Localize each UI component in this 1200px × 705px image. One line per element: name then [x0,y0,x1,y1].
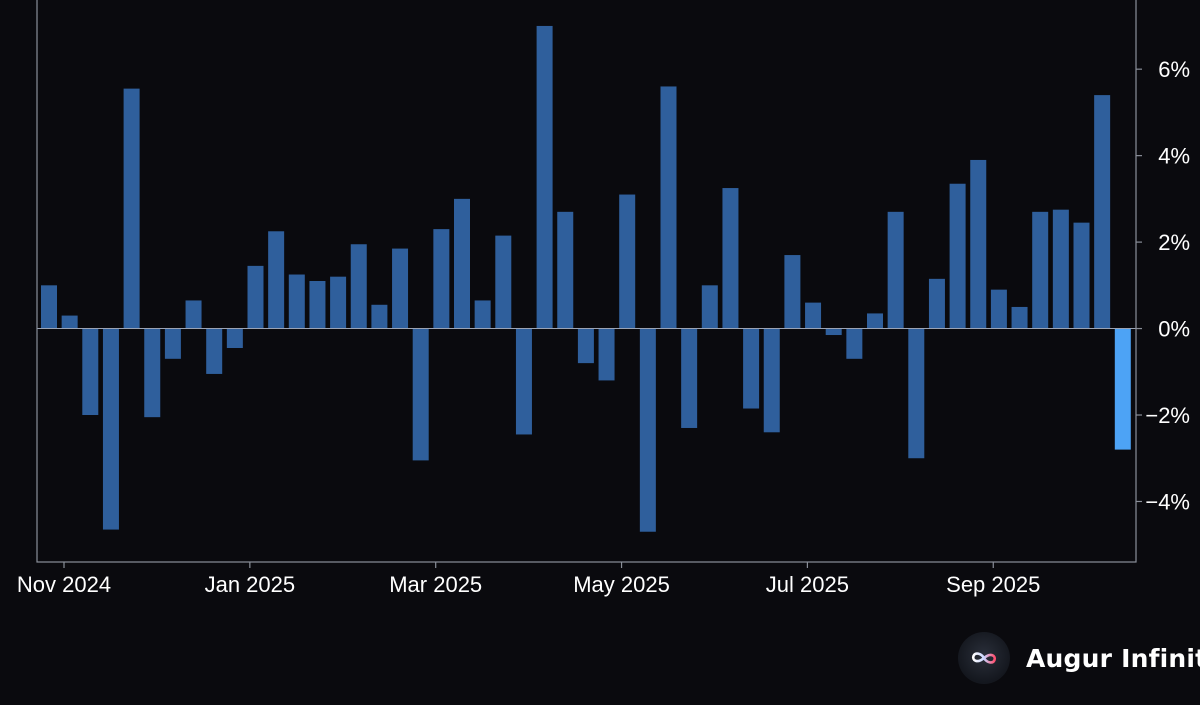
bar [371,304,388,329]
bar [1073,222,1090,329]
bar [598,328,615,381]
bar [1011,306,1028,329]
bar [1114,328,1131,450]
y-tick-label: 6% [1158,57,1190,82]
bar [392,248,409,329]
bar [577,328,594,364]
bar [102,328,119,530]
y-tick-label: −4% [1145,489,1190,514]
brand-name: Augur Infinity [1026,643,1200,673]
bar [433,229,450,329]
bar [681,328,698,428]
bar [1094,95,1111,329]
bar [123,88,140,329]
x-tick-label: May 2025 [573,572,670,597]
bar [536,25,553,329]
x-tick-label: Sep 2025 [946,572,1040,597]
bar [1052,209,1069,329]
x-tick-label: Nov 2024 [17,572,111,597]
bar [639,328,656,532]
bar [928,278,945,329]
brand: Augur Infinity [958,630,1200,686]
bar [825,328,842,336]
bar [330,276,347,329]
bar [164,328,181,359]
bar [185,300,202,329]
y-tick-label: −2% [1145,403,1190,428]
bar [846,328,863,359]
bar [701,285,718,329]
bar [908,328,925,459]
bar [144,328,161,418]
bar [557,211,574,329]
bar [887,211,904,329]
bar [454,198,470,329]
x-axis: Nov 2024 Jan 2025 Mar 2025 May 2025 Jul 2025… [17,562,1040,597]
bar [1032,211,1049,329]
bar [41,285,57,329]
bar [660,86,677,329]
y-tick-label: 0% [1158,317,1190,342]
x-tick-label: Jan 2025 [205,572,296,597]
bar [226,328,243,348]
bar [619,194,636,329]
y-tick-label: 4% [1158,144,1190,169]
bar [784,255,801,329]
bars-layer [41,25,1131,532]
bar [949,183,966,329]
bar [412,328,429,461]
bar [247,265,264,329]
bar [867,313,883,329]
bar [206,328,223,374]
bar [743,328,760,409]
plot-frame [36,0,1137,563]
bar [82,328,99,416]
bar [763,328,780,433]
bar [722,188,739,329]
bar [268,231,285,329]
bar [350,244,367,329]
x-tick-label: Mar 2025 [389,572,482,597]
bar [990,289,1007,329]
y-tick-label: 2% [1158,230,1190,255]
bar [805,302,822,329]
bar [288,274,305,329]
bar [309,281,326,329]
bar [474,300,491,329]
bar [970,159,987,329]
bar [515,328,532,435]
bar [495,235,512,329]
y-axis: −4% −2% 0% 2% 4% 6% [1136,57,1190,514]
x-tick-label: Jul 2025 [766,572,849,597]
infinity-icon [958,632,1010,684]
bar [61,315,78,329]
